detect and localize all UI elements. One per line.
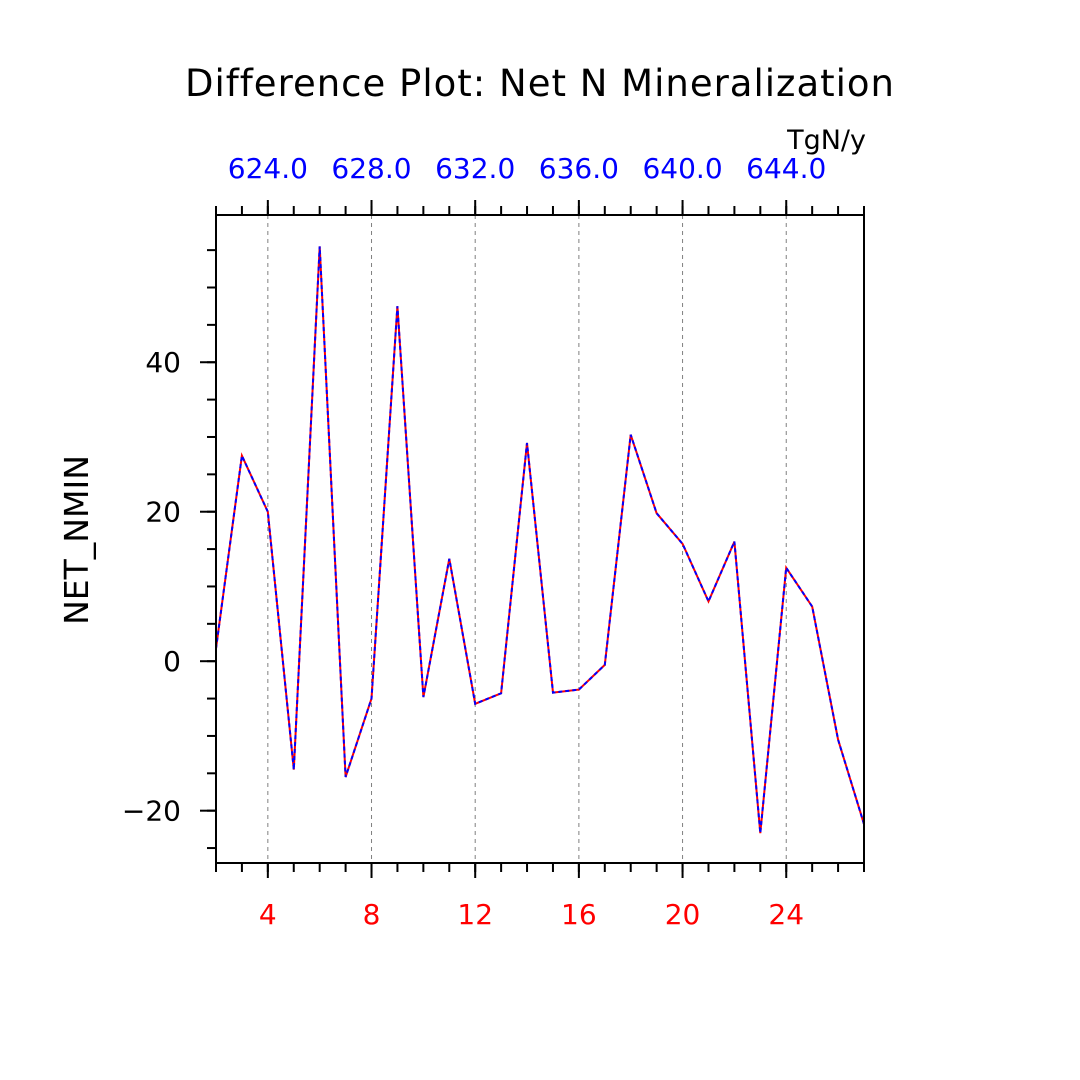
chart-title: Difference Plot: Net N Mineralization <box>185 62 895 105</box>
series-lines <box>215 246 865 834</box>
x-tick-label-bottom: 4 <box>259 898 277 931</box>
y-tick-label: 40 <box>145 346 181 379</box>
y-axis-label: NET_NMIN <box>57 455 96 625</box>
plot-frame <box>215 214 865 864</box>
y-tick-label: −20 <box>122 795 181 828</box>
grid-lines <box>267 215 787 863</box>
x-tick-label-top: 632.0 <box>435 152 515 185</box>
x-tick-label-bottom: 20 <box>665 898 701 931</box>
x-tick-label-top: 628.0 <box>331 152 411 185</box>
x-tick-label-bottom: 16 <box>561 898 597 931</box>
y-tick-label: 0 <box>163 645 181 678</box>
x-tick-label-top: 640.0 <box>642 152 722 185</box>
y-tick-label: 20 <box>145 496 181 529</box>
x-tick-label-bottom: 8 <box>363 898 381 931</box>
x-tick-label-bottom: 12 <box>457 898 493 931</box>
tick-labels: 4 8 12 16 20 24 624.0 628.0 632.0 636.0 640.0 644.0… <box>122 152 826 931</box>
x-tick-label-top: 636.0 <box>539 152 619 185</box>
x-tick-label-top: 644.0 <box>746 152 826 185</box>
x-tick-label-bottom: 24 <box>768 898 804 931</box>
series-line-red <box>215 246 865 834</box>
units-label: TgN/y <box>786 125 866 156</box>
series-line-blue <box>215 246 865 834</box>
x-tick-label-top: 624.0 <box>228 152 308 185</box>
axis-ticks <box>200 200 865 878</box>
